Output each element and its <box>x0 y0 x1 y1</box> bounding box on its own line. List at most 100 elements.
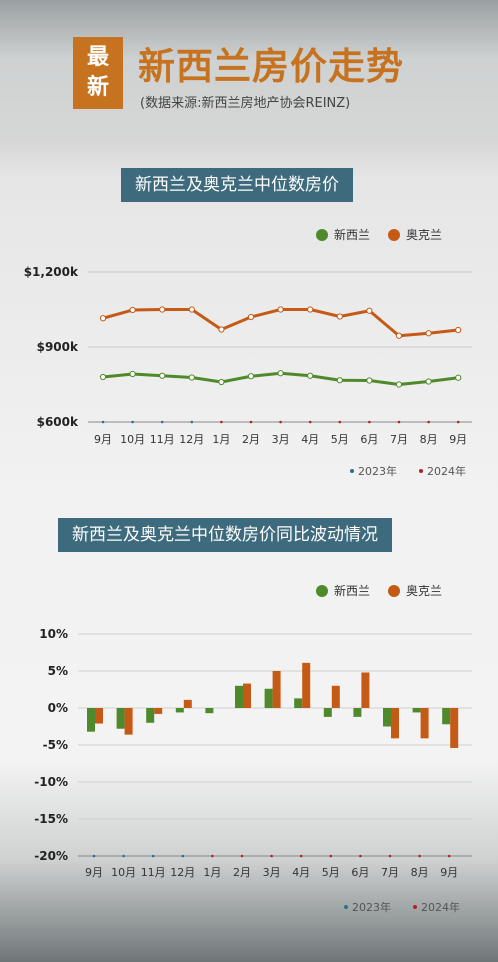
x-year-marker <box>427 420 430 424</box>
bar <box>272 671 281 708</box>
x-tick-label: 11月 <box>141 866 166 879</box>
chart2-title: 新西兰及奥克兰中位数房价同比波动情况 <box>58 518 392 552</box>
x-year-marker <box>131 420 134 424</box>
legend-auckland-label: 奥克兰 <box>406 228 443 242</box>
data-point <box>307 306 314 313</box>
x-year-marker <box>190 420 194 424</box>
x-tick-label: 11月 <box>150 433 175 446</box>
data-point <box>159 372 166 379</box>
x-tick-label: 9月 <box>85 866 103 879</box>
x-year-marker <box>249 420 253 424</box>
bar <box>302 662 311 708</box>
x-year-marker <box>338 420 342 424</box>
x-tick-label: 8月 <box>411 866 429 879</box>
x-year-marker <box>397 420 401 424</box>
legend-auckland-swatch <box>388 228 401 241</box>
series-line <box>102 308 459 338</box>
x-tick-label: 7月 <box>390 433 408 446</box>
bar <box>95 708 103 724</box>
data-point <box>129 306 136 314</box>
x-tick-label: 4月 <box>301 433 319 446</box>
bar <box>124 708 133 735</box>
data-point <box>366 377 373 384</box>
x-year-marker <box>329 854 333 858</box>
x-year-marker <box>308 420 312 424</box>
x-tick-label: 7月 <box>381 866 399 879</box>
x-tick-label: 10月 <box>120 433 145 446</box>
bar <box>183 699 192 708</box>
year-2024-dot <box>419 469 423 473</box>
bar <box>331 685 340 708</box>
bar <box>383 708 391 727</box>
y-tick-label: -5% <box>43 738 68 752</box>
data-point <box>336 313 343 320</box>
data-point <box>188 306 195 313</box>
bar <box>264 688 273 708</box>
x-year-marker <box>279 420 282 424</box>
bar <box>361 672 370 708</box>
data-point <box>218 378 225 386</box>
year-2024-key: 2024年 <box>419 463 466 479</box>
x-tick-label: 2月 <box>233 866 251 879</box>
bar <box>323 708 332 717</box>
x-year-marker <box>359 854 362 858</box>
x-tick-label: 1月 <box>203 866 221 879</box>
data-point <box>395 381 403 388</box>
x-tick-label: 9月 <box>94 433 112 446</box>
chart2-legend: 新西兰 奥克兰 <box>316 582 442 599</box>
legend2-auckland: 奥克兰 <box>388 582 442 599</box>
y-tick-label: 5% <box>48 664 68 678</box>
data-point <box>99 373 107 381</box>
year2-2024-key: 2024年 <box>413 899 460 915</box>
x-year-marker <box>447 854 451 858</box>
data-point <box>307 372 314 379</box>
year-2023-key: 2023年 <box>350 463 397 479</box>
x-tick-label: 9月 <box>440 866 458 879</box>
data-point <box>218 326 225 333</box>
year2-2024-dot <box>413 905 417 909</box>
bar <box>87 708 95 732</box>
data-point <box>277 370 284 377</box>
y-tick-label: -15% <box>34 812 68 826</box>
x-year-marker <box>122 854 125 858</box>
x-tick-label: 3月 <box>272 433 290 446</box>
year2-2023-label: 2023年 <box>352 901 391 914</box>
x-tick-label: 9月 <box>449 433 467 446</box>
x-tick-label: 10月 <box>111 866 136 879</box>
bar <box>175 708 184 713</box>
year2-2023-dot <box>344 905 348 909</box>
x-tick-label: 5月 <box>331 433 349 446</box>
legend2-nz-swatch <box>316 584 328 597</box>
y-tick-label: -10% <box>34 775 68 789</box>
year-2024-label: 2024年 <box>427 465 466 478</box>
bar <box>391 708 399 739</box>
bar <box>205 708 214 714</box>
y-tick-label: -20% <box>34 849 68 863</box>
bar <box>235 685 243 708</box>
x-year-marker <box>151 854 155 858</box>
data-point <box>425 330 432 337</box>
y-tick-label: $600k <box>37 415 79 429</box>
data-point <box>366 307 373 314</box>
x-year-marker <box>368 420 371 424</box>
y-tick-label: 10% <box>39 627 68 641</box>
badge-char-2: 新 <box>86 75 109 100</box>
legend-nz-swatch <box>316 228 328 241</box>
page-title: 新西兰房价走势 <box>138 45 404 88</box>
x-tick-label: 1月 <box>212 433 230 446</box>
legend-nz-label: 新西兰 <box>334 228 371 242</box>
x-year-marker <box>101 420 105 424</box>
chart2-year-legend: 2023年 2024年 <box>344 899 460 915</box>
year2-2023-key: 2023年 <box>344 899 391 915</box>
bar-chart: 10% 5% 0% -5% -10% -15% -20% 9月 10月 11月 12月 1月 2月 3月 4… <box>34 627 472 879</box>
x-year-marker <box>240 854 244 858</box>
data-point <box>99 315 107 322</box>
badge-char-1: 最 <box>86 45 109 70</box>
x-year-marker <box>299 854 303 858</box>
legend2-auckland-swatch <box>388 584 401 597</box>
line-chart: $600k $900k $1,200k 9月 10月 11月 12月 1月 2月 3月 4月 5月 6月… <box>24 265 472 446</box>
data-point <box>129 370 136 378</box>
x-tick-label: 2月 <box>242 433 260 446</box>
x-year-marker <box>418 854 421 858</box>
